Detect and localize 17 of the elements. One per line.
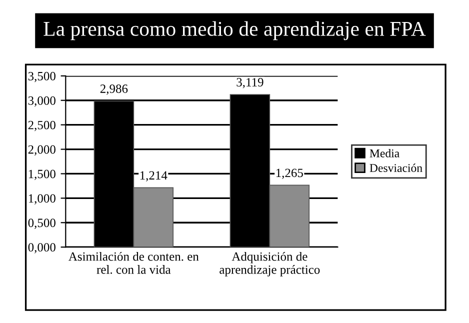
legend-label: Desviación	[370, 164, 422, 172]
y-tick-label: 1,500	[28, 170, 56, 180]
x-tick-label: Asimilación de conten. en rel. con la vida	[68, 252, 199, 274]
chart-title: La prensa como medio de aprendizaje en FPA	[44, 21, 426, 40]
data-label: 1,214	[140, 171, 168, 182]
y-tick-label: 2,500	[28, 120, 56, 132]
data-label: 3,119	[236, 78, 264, 88]
data-label: 2,986	[100, 84, 128, 95]
y-tick-label: 0,500	[28, 218, 56, 229]
legend-label: Media	[370, 149, 400, 158]
y-tick-label: 3,500	[28, 72, 56, 82]
y-tick-label: 2,000	[28, 145, 56, 156]
data-label: 1,265	[276, 168, 303, 179]
y-tick-label: 0,000	[28, 243, 56, 254]
x-tick-label: Adquisición de aprendizaje práctico	[220, 252, 320, 276]
y-tick-label: 1,000	[28, 194, 56, 204]
y-tick-label: 3,000	[28, 96, 56, 107]
